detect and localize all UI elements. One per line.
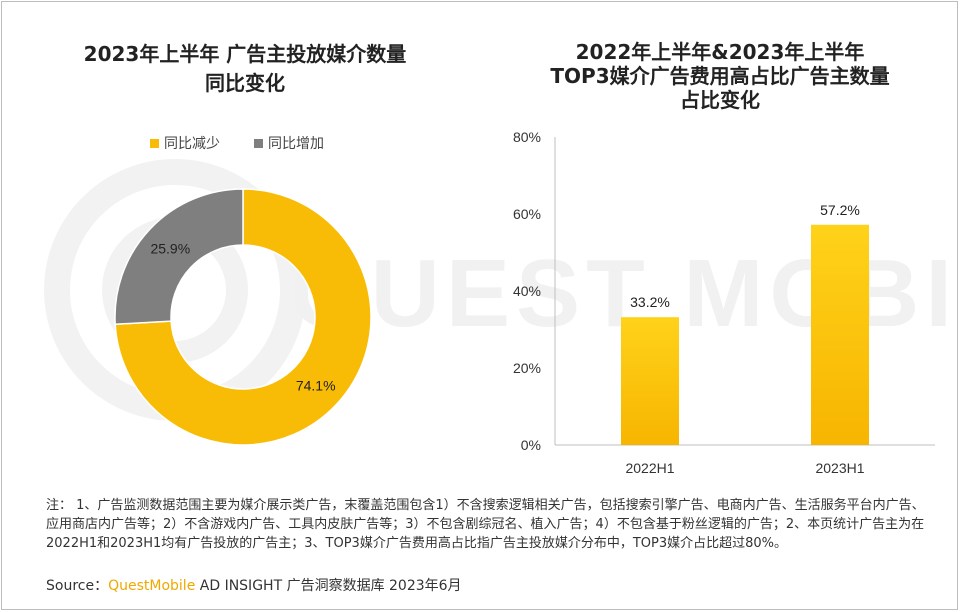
legend-label-increase: 同比增加 [268,136,324,152]
right-title-line-3: 占比变化 [680,88,760,112]
legend-item-increase: 同比增加 [254,133,324,153]
legend-item-decrease: 同比减少 [150,133,220,153]
source-line: Source：QuestMobile AD INSIGHT 广告洞察数据库 20… [46,575,462,595]
right-chart-title: 2022年上半年&2023年上半年 TOP3媒介广告费用高占比广告主数量 占比变… [510,40,930,112]
left-chart-title: 2023年上半年 广告主投放媒介数量 同比变化 [40,40,450,98]
y-tick-label: 20% [513,360,541,376]
left-title-line-1: 2023年上半年 广告主投放媒介数量 [83,42,407,66]
y-tick-label: 0% [521,437,541,453]
y-tick-label: 80% [513,129,541,145]
source-brand: QuestMobile [108,578,196,594]
bar-value-label: 57.2% [820,202,860,218]
legend-label-decrease: 同比减少 [164,136,220,152]
x-tick-label: 2023H1 [815,460,864,476]
donut-slice-label: 74.1% [296,378,336,394]
donut-slice [114,188,372,446]
legend-swatch-yellow [150,138,159,148]
bar [811,224,869,445]
right-title-line-1: 2022年上半年&2023年上半年 [575,40,865,64]
y-tick-label: 60% [513,206,541,222]
bar [621,317,679,445]
legend-swatch-gray [254,138,263,148]
source-rest: AD INSIGHT 广告洞察数据库 2023年6月 [195,578,462,594]
right-title-line-2: TOP3媒介广告费用高占比广告主数量 [550,64,890,88]
footnote-text: 注： 1、广告监测数据范围主要为媒介展示类广告，末覆盖范围包含1）不含搜索逻辑相… [46,498,925,551]
x-tick-label: 2022H1 [625,460,674,476]
left-title-line-2: 同比变化 [205,71,285,95]
bar-value-label: 33.2% [630,294,670,310]
donut-slice-label: 25.9% [150,240,190,256]
donut-legend: 同比减少 同比增加 [150,133,324,153]
donut-slice [114,188,244,326]
y-tick-label: 40% [513,283,541,299]
source-label: Source： [46,578,109,594]
